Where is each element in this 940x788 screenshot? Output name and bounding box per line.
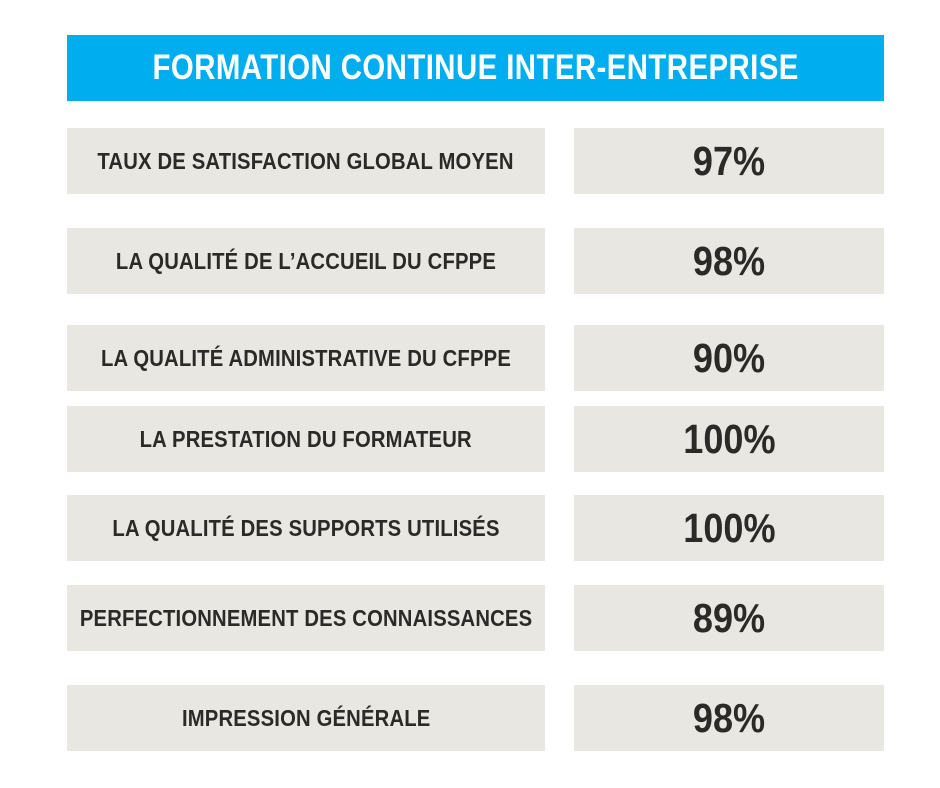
score-value: 89% — [692, 594, 766, 641]
page-title: FORMATION CONTINUE INTER-ENTREPRISE — [152, 48, 799, 87]
metric-label: LA QUALITÉ ADMINISTRATIVE DU CFPPE — [100, 344, 512, 371]
title-banner: FORMATION CONTINUE INTER-ENTREPRISE — [67, 35, 884, 101]
score-value: 97% — [692, 137, 766, 184]
metric-label-box: LA PRESTATION DU FORMATEUR — [67, 406, 545, 472]
metric-label-box: LA QUALITÉ ADMINISTRATIVE DU CFPPE — [67, 325, 545, 391]
score-box: 90% — [574, 325, 884, 391]
score-value: 98% — [692, 694, 766, 741]
metric-label: LA PRESTATION DU FORMATEUR — [139, 425, 473, 452]
metric-label: PERFECTIONNEMENT DES CONNAISSANCES — [79, 604, 533, 631]
metric-label-box: TAUX DE SATISFACTION GLOBAL MOYEN — [67, 128, 545, 194]
metric-label-box: LA QUALITÉ DES SUPPORTS UTILISÉS — [67, 495, 545, 561]
score-value: 90% — [692, 334, 766, 381]
rating-row: TAUX DE SATISFACTION GLOBAL MOYEN 97% — [0, 128, 940, 194]
metric-label-box: PERFECTIONNEMENT DES CONNAISSANCES — [67, 585, 545, 651]
score-value: 100% — [682, 504, 776, 551]
metric-label: IMPRESSION GÉNÉRALE — [181, 704, 431, 731]
rating-row: LA QUALITÉ DES SUPPORTS UTILISÉS 100% — [0, 495, 940, 561]
score-box: 89% — [574, 585, 884, 651]
score-box: 100% — [574, 406, 884, 472]
rating-row: LA QUALITÉ ADMINISTRATIVE DU CFPPE 90% — [0, 325, 940, 391]
score-box: 100% — [574, 495, 884, 561]
rating-row: IMPRESSION GÉNÉRALE 98% — [0, 685, 940, 751]
metric-label-box: IMPRESSION GÉNÉRALE — [67, 685, 545, 751]
score-box: 97% — [574, 128, 884, 194]
score-value: 98% — [692, 237, 766, 284]
rating-row: LA QUALITÉ DE L’ACCUEIL DU CFPPE 98% — [0, 228, 940, 294]
score-box: 98% — [574, 685, 884, 751]
metric-label: LA QUALITÉ DES SUPPORTS UTILISÉS — [112, 514, 500, 541]
rating-row: PERFECTIONNEMENT DES CONNAISSANCES 89% — [0, 585, 940, 651]
rating-row: LA PRESTATION DU FORMATEUR 100% — [0, 406, 940, 472]
metric-label-box: LA QUALITÉ DE L’ACCUEIL DU CFPPE — [67, 228, 545, 294]
metric-label: LA QUALITÉ DE L’ACCUEIL DU CFPPE — [115, 247, 497, 274]
score-value: 100% — [682, 415, 776, 462]
metric-label: TAUX DE SATISFACTION GLOBAL MOYEN — [97, 147, 515, 174]
score-box: 98% — [574, 228, 884, 294]
